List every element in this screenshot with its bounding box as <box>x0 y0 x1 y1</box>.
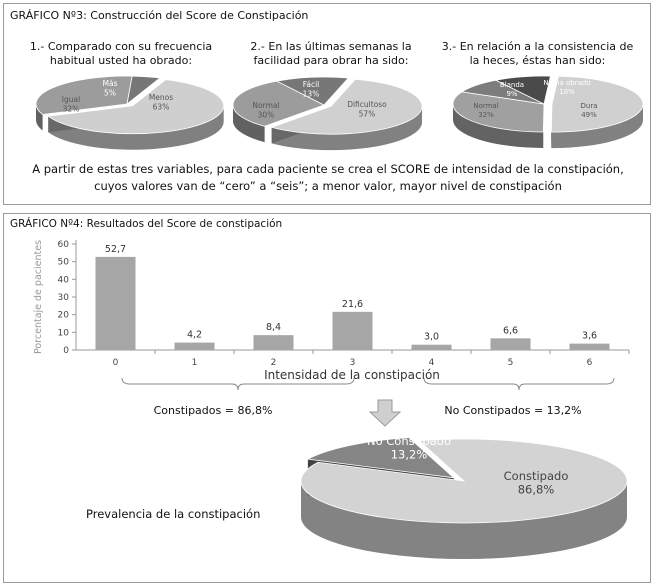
x-tick-label-3: 3 <box>350 358 356 368</box>
y-axis-title: Porcentaje de pacientes <box>33 240 44 354</box>
graph3-title: GRÁFICO Nº3: Construcción del Score de C… <box>10 9 309 22</box>
pie3-side-0 <box>551 104 643 149</box>
pie1-side-0 <box>48 105 224 150</box>
graph3-panel: GRÁFICO Nº3: Construcción del Score de C… <box>3 3 651 205</box>
pie1-label-0: Menos <box>149 93 173 102</box>
x-tick-label-0: 0 <box>113 358 119 368</box>
pie3-value-3: 10% <box>559 88 575 96</box>
bar-4 <box>411 344 452 350</box>
x-tick-label-6: 6 <box>587 358 593 368</box>
pie1-label-2: Más <box>103 79 118 88</box>
brace-no-constipados <box>423 377 615 391</box>
summary-line-2: cuyos valores van de “cero” a “seis”; a … <box>94 179 562 193</box>
pie1-value-1: 32% <box>63 105 80 114</box>
graph4-panel: GRÁFICO Nº4: Resultados del Score de con… <box>3 213 651 583</box>
question-2: 2.- En las últimas semanas la facilidad … <box>250 40 412 67</box>
pie3-label-2: Blanda <box>500 81 524 89</box>
bar-value-label-1: 4,2 <box>187 330 202 341</box>
bar-0 <box>95 256 136 350</box>
pie3-value-2: 9% <box>506 90 517 98</box>
bar-value-label-3: 21,6 <box>342 299 363 310</box>
y-tick-label-2: 20 <box>58 311 70 321</box>
prevalence-slice-constipado <box>300 438 628 524</box>
prevalence-value-1: 13,2% <box>391 448 428 462</box>
group-label-no-constipados: No Constipados = 13,2% <box>444 404 581 417</box>
pie2-label-0: Dificultoso <box>347 100 387 109</box>
y-tick-label-5: 50 <box>58 258 70 268</box>
bar-3 <box>332 311 373 350</box>
bar-5 <box>490 338 531 350</box>
pie3-value-1: 32% <box>478 111 494 119</box>
prevalence-slice-no-constipado <box>306 437 455 479</box>
pie3-value-0: 49% <box>581 111 597 119</box>
pie2-slice-normal <box>232 80 326 127</box>
graph4-title: GRÁFICO Nº4: Resultados del Score de con… <box>10 218 283 230</box>
bar-value-label-2: 8,4 <box>266 322 281 333</box>
score-summary: A partir de estas tres variables, para c… <box>4 161 652 195</box>
summary-line-1: A partir de estas tres variables, para c… <box>32 162 624 176</box>
pie1-value-2: 5% <box>104 89 116 98</box>
y-tick-label-1: 10 <box>58 328 70 338</box>
pie2-value-2: 13% <box>303 90 320 99</box>
pie1-slice-más <box>126 75 161 105</box>
pie3-label-3: No ha obrado <box>543 79 590 87</box>
down-arrow-icon <box>368 399 402 427</box>
pie2-value-1: 30% <box>258 111 275 120</box>
score-bar-chart: 0 10 20 30 40 50 60 52,7 0 4,2 1 8,4 2 21,6 3 3,0 4 6,6 5 3… <box>33 240 630 559</box>
pie-charts-row: Menos63%Igual32%Más5%Dificultoso57%Norma… <box>35 75 644 151</box>
prevalence-side-0 <box>301 481 627 559</box>
bar-6 <box>569 343 610 350</box>
pie1-slice-igual <box>35 75 133 115</box>
bar-value-label-6: 3,6 <box>582 331 597 342</box>
question-1: 1.- Comparado con su frecuencia habitual… <box>29 40 213 67</box>
bar-value-label-0: 52,7 <box>105 244 126 255</box>
pie1-side-1 <box>36 104 43 131</box>
question-3: 3.- En relación a la consistencia de la … <box>441 40 634 67</box>
pie2-label-1: Normal <box>252 101 279 110</box>
bar-value-label-5: 6,6 <box>503 325 518 336</box>
x-tick-label-5: 5 <box>508 358 514 368</box>
y-tick-label-3: 30 <box>58 293 70 303</box>
group-label-constipados: Constipados = 86,8% <box>154 404 273 417</box>
pie2-label-2: Fácil <box>303 80 320 89</box>
x-tick-label-4: 4 <box>429 358 435 368</box>
prevalence-title: Prevalencia de la constipación <box>86 507 260 521</box>
brace-constipados <box>121 377 355 391</box>
pie1-slice-menos <box>47 79 225 135</box>
prevalence-value-0: 86,8% <box>518 483 555 497</box>
prevalence-label-1: No Constipado <box>367 434 451 448</box>
pie3-side-1 <box>453 104 544 148</box>
pie2-slice-dificultoso <box>270 78 423 135</box>
x-axis-title: Intensidad de la constipación <box>264 368 440 382</box>
x-tick-label-2: 2 <box>271 358 277 368</box>
pie2-side-1 <box>233 105 265 143</box>
pie2-slice-fácil <box>275 76 350 106</box>
bar-1 <box>174 342 215 350</box>
prevalence-label-0: Constipado <box>504 469 569 483</box>
pie3-slice-no-ha-obrado <box>494 75 551 105</box>
pie3-label-0: Dura <box>581 102 598 110</box>
pie2-value-0: 57% <box>359 110 376 119</box>
y-tick-label-6: 60 <box>58 240 70 250</box>
pie3-slice-normal <box>452 91 545 133</box>
bar-value-label-4: 3,0 <box>424 332 439 343</box>
pie3-label-1: Normal <box>473 102 498 110</box>
x-tick-label-1: 1 <box>192 358 198 368</box>
bar-2 <box>253 335 294 350</box>
pie2-side-0 <box>271 106 423 151</box>
y-tick-label-0: 0 <box>63 346 69 356</box>
pie3-slice-dura <box>550 75 644 133</box>
y-tick-label-4: 40 <box>58 275 70 285</box>
pie1-value-0: 63% <box>153 103 170 112</box>
pie1-label-1: Igual <box>62 95 80 104</box>
